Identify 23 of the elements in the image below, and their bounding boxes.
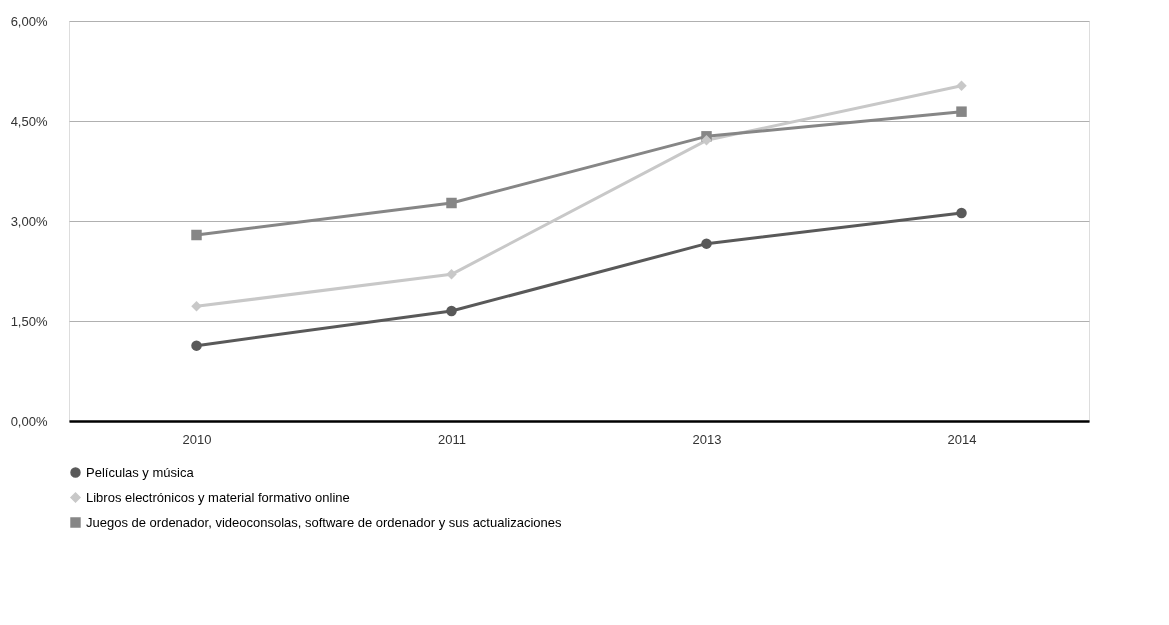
point	[956, 80, 967, 91]
y-tick-label: 1,50%	[10, 313, 48, 329]
point	[446, 269, 457, 280]
point	[191, 229, 202, 241]
legend-label: Películas y música	[86, 464, 195, 480]
x-tick-label: 2011	[438, 431, 466, 447]
point	[191, 340, 202, 351]
y-tick-label: 4,50%	[10, 113, 48, 129]
legend-label: Juegos de ordenador, videoconsolas, software de ordenador y sus actualizaciones	[86, 514, 563, 530]
point	[956, 106, 967, 117]
point	[446, 197, 457, 209]
x-tick-label: 2014	[947, 431, 977, 447]
y-tick-label: 3,00%	[10, 213, 48, 229]
y-tick-label: 0,00%	[10, 413, 48, 429]
y-tick-label: 6,00%	[10, 13, 48, 29]
x-tick-label: 2013	[692, 431, 722, 447]
point	[701, 135, 712, 146]
point	[956, 207, 967, 219]
point	[191, 301, 202, 312]
point	[446, 305, 457, 317]
point	[701, 238, 712, 249]
legend-label: Libros electrónicos y material formativo online	[86, 489, 350, 505]
x-tick-label: 2010	[182, 431, 212, 447]
